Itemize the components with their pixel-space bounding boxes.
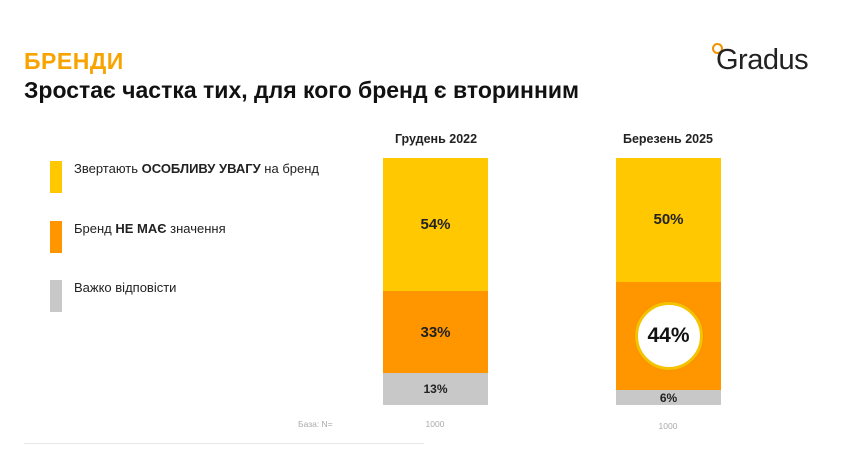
gradus-logo: Gradus: [712, 42, 832, 78]
legend-swatch: [50, 221, 62, 253]
bar-segment-no-matter-dec-2022: 33%: [383, 291, 488, 373]
highlight-value: 44%: [647, 323, 690, 347]
section-title: БРЕНДИ: [24, 48, 124, 74]
base-label: База: N=: [298, 419, 333, 429]
data-label-no-matter-dec-2022: 33%: [420, 323, 451, 341]
legend-label: Звертають ОСОБЛИВУ УВАГУ на бренд: [74, 161, 319, 176]
data-label-attention-mar-2025: 50%: [653, 211, 684, 229]
bar-segment-attention-mar-2025: 50%: [616, 158, 721, 282]
bar-segment-attention-dec-2022: 54%: [383, 158, 488, 292]
highlight-circle: 44%: [634, 301, 703, 370]
base-value-dec-2022: 1000: [425, 419, 445, 429]
data-label-hard-to-say-dec-2022: 13%: [423, 381, 448, 396]
legend-label: Важко відповісти: [74, 280, 177, 295]
page-title: Зростає частка тих, для кого бренд є вто…: [24, 77, 579, 103]
logo-dot-icon: [712, 43, 723, 54]
column-header-mar-2025: Березень 2025: [622, 132, 714, 146]
legend-label: Бренд НЕ МАЄ значення: [74, 221, 226, 236]
legend-swatch: [50, 280, 62, 312]
base-value-mar-2025: 1000: [658, 421, 678, 431]
bar-segment-hard-to-say-dec-2022: 13%: [383, 372, 488, 405]
bar-segment-no-matter-mar-2025: 44%: [616, 281, 721, 391]
logo-text: Gradus: [716, 44, 809, 76]
data-label-attention-dec-2022: 54%: [420, 216, 451, 234]
bar-segment-hard-to-say-mar-2025: 6%: [616, 390, 721, 405]
data-label-hard-to-say-mar-2025: 6%: [659, 390, 678, 405]
footer-divider: [24, 443, 424, 444]
legend-swatch: [50, 161, 62, 193]
column-header-dec-2022: Грудень 2022: [394, 132, 478, 146]
